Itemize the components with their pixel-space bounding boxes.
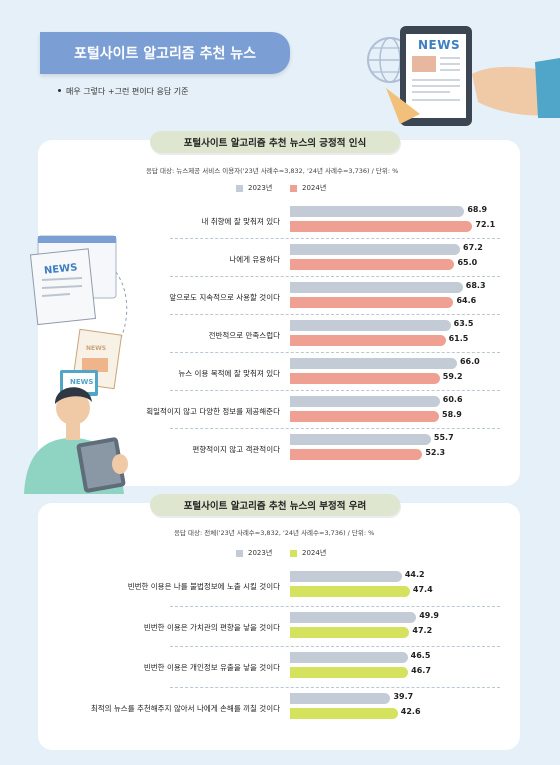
value-label: 49.9 — [419, 610, 439, 620]
category-label: 전반적으로 만족스럽다 — [208, 331, 280, 340]
bar-2023 — [290, 282, 463, 293]
row-divider — [170, 605, 500, 607]
category-label: 빈번한 이용은 가치관의 편향을 낳을 것이다 — [143, 622, 280, 632]
value-label: 42.6 — [400, 706, 421, 716]
news-paper-badge-2: NEWS — [86, 345, 107, 352]
negative-chart-title: 포털사이트 알고리즘 추천 뉴스의 부정적 우려 — [150, 494, 400, 516]
category-label: 앞으로도 지속적으로 사용할 것이다 — [169, 293, 280, 302]
bar-2023 — [290, 206, 465, 217]
category-label: 뉴스 이용 목적에 잘 맞춰져 있다 — [178, 369, 280, 378]
row-divider — [170, 276, 500, 277]
person-news-illustration — [24, 235, 128, 494]
bar-2023 — [290, 692, 391, 704]
category-label: 나에게 유용하다 — [229, 255, 280, 264]
bar-2023 — [290, 434, 431, 445]
value-label: 61.5 — [448, 334, 469, 343]
bar-2024 — [290, 707, 398, 719]
value-label: 58.9 — [442, 410, 462, 419]
bar-2024 — [290, 586, 410, 597]
value-label: 47.2 — [412, 625, 433, 635]
category-label: 빈번한 이용은 나를 불법정보에 노출 시킬 것이다 — [127, 582, 280, 591]
value-label: 59.2 — [442, 372, 463, 381]
bar-2024 — [290, 626, 410, 638]
category-label: 빈번한 이용은 개인정보 유출을 낳을 것이다 — [143, 663, 280, 672]
negative-legend-2023: 2023년 — [236, 548, 272, 558]
bar-2024 — [290, 297, 454, 308]
category-label: 편향적이지 않고 객관적이다 — [192, 445, 280, 454]
page-title: 포털사이트 알고리즘 추천 뉴스 — [40, 32, 290, 74]
row-divider — [170, 314, 500, 315]
bar-2023 — [290, 571, 402, 582]
value-label: 44.2 — [404, 570, 425, 579]
legend-swatch-2024 — [290, 184, 297, 192]
legend-swatch-2023 — [236, 184, 243, 192]
value-label: 64.6 — [456, 296, 477, 305]
value-label: 65.0 — [457, 258, 478, 267]
row-divider — [170, 686, 500, 688]
value-label: 68.9 — [467, 205, 488, 214]
row-divider — [170, 646, 500, 647]
value-label: 55.7 — [433, 433, 454, 442]
value-label: 39.7 — [393, 691, 414, 701]
bar-2024 — [290, 335, 446, 346]
value-label: 67.2 — [463, 243, 483, 252]
legend-label-2023: 2023년 — [248, 184, 273, 192]
positive-legend-2023: 2023년 — [236, 183, 272, 193]
bar-2024 — [290, 221, 473, 232]
value-label: 60.6 — [442, 395, 463, 404]
value-label: 46.5 — [410, 651, 431, 660]
bar-2023 — [290, 652, 408, 663]
bar-2024 — [290, 667, 409, 678]
legend-label-2024: 2024년 — [302, 184, 327, 192]
legend-label-2023: 2023년 — [248, 549, 273, 557]
positive-chart-subtitle: 응답 대상: 뉴스제공 서비스 이용자('23년 사례수=3,832, '24년… — [146, 167, 399, 175]
bar-2024 — [290, 449, 423, 460]
positive-legend-2024: 2024년 — [290, 183, 326, 193]
value-label: 46.7 — [411, 666, 431, 675]
bar-2024 — [290, 259, 455, 270]
bar-2023 — [290, 320, 451, 331]
value-label: 66.0 — [459, 357, 480, 366]
legend-swatch-2023 — [236, 549, 243, 557]
category-label: 획일적이지 않고 다양한 정보를 제공해준다 — [146, 407, 280, 416]
value-label: 68.3 — [465, 281, 486, 290]
negative-chart-subtitle: 응답 대상: 전체('23년 사례수=3,832, '24년 사례수=3,736… — [174, 529, 375, 537]
row-divider — [170, 428, 500, 429]
bar-2023 — [290, 244, 461, 255]
basis-note: 매우 그렇다 +그런 편이다 응답 기준 — [66, 87, 189, 96]
row-divider — [170, 352, 500, 353]
bar-2023 — [290, 611, 417, 623]
category-label: 최적의 뉴스를 추천해주지 않아서 나에게 손해를 끼칠 것이다 — [90, 703, 280, 713]
bullet-icon — [58, 89, 61, 92]
value-label: 52.3 — [425, 448, 446, 457]
bar-2024 — [290, 411, 440, 422]
negative-concern-card — [38, 503, 520, 750]
legend-label-2024: 2024년 — [302, 549, 327, 557]
value-label: 72.1 — [475, 220, 496, 229]
bar-2023 — [290, 358, 457, 369]
value-label: 47.4 — [412, 585, 433, 594]
negative-legend-2024: 2024년 — [290, 548, 326, 558]
news-tablet-illustration — [367, 26, 560, 126]
bar-2023 — [290, 396, 440, 407]
positive-chart-title: 포털사이트 알고리즘 추천 뉴스의 긍정적 인식 — [150, 131, 400, 153]
row-divider — [170, 390, 500, 391]
news-badge: NEWS — [418, 38, 461, 52]
legend-swatch-2024 — [290, 549, 297, 557]
category-label: 내 취향에 잘 맞춰져 있다 — [201, 217, 280, 226]
news-monitor-badge: NEWS — [70, 378, 94, 386]
bar-2024 — [290, 373, 440, 384]
row-divider — [170, 238, 500, 239]
value-label: 63.5 — [453, 319, 474, 328]
